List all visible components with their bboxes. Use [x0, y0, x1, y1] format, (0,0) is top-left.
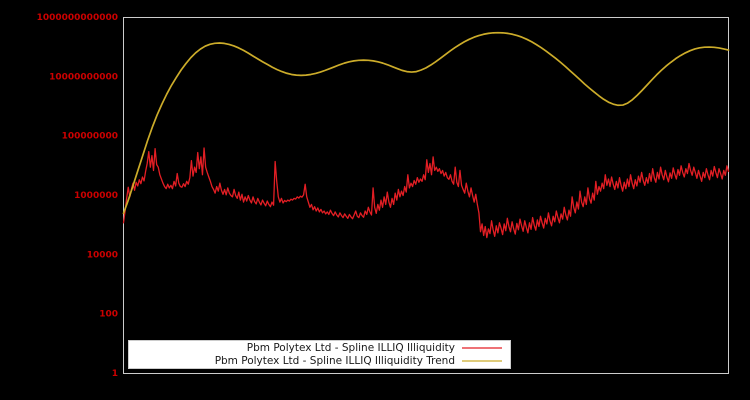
- y-tick-label: 10000: [87, 250, 118, 260]
- y-tick-label: 1000000000000: [37, 13, 118, 23]
- legend-label: Pbm Polytex Ltd - Spline ILLIQ Illiquidi…: [247, 342, 455, 354]
- legend-box: [128, 340, 511, 369]
- y-tick-label: 100000000: [62, 132, 118, 142]
- legend-label: Pbm Polytex Ltd - Spline ILLIQ Illiquidi…: [215, 355, 455, 367]
- illiq-trend-line: [122, 31, 730, 215]
- chart-legend[interactable]: Pbm Polytex Ltd - Spline ILLIQ Illiquidi…: [128, 340, 511, 369]
- illiq-series-line: [122, 147, 730, 239]
- y-tick-label: 10000000000: [49, 72, 118, 82]
- y-tick-label: 100: [99, 310, 118, 320]
- series-group: [122, 31, 730, 239]
- y-axis-tick-labels: 1000000000000 10000000000 100000000 1000000…: [37, 13, 118, 379]
- plot-frame: [123, 17, 729, 374]
- y-tick-label: 1: [112, 369, 118, 379]
- y-tick-label: 1000000: [74, 191, 118, 201]
